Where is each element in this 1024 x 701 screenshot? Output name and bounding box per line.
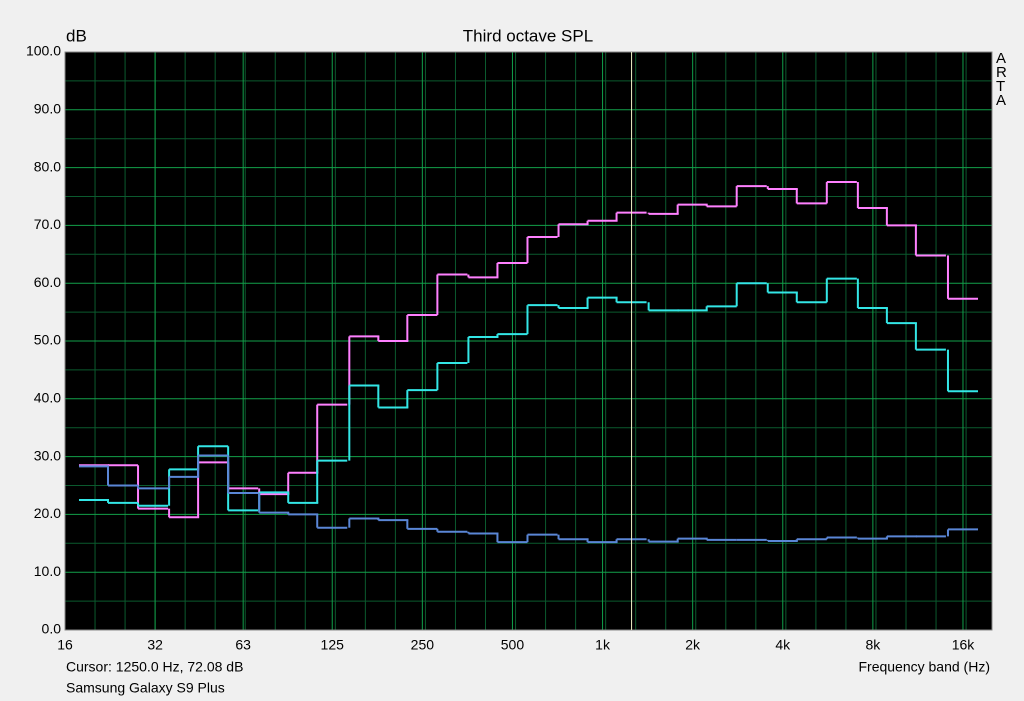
x-tick-label: 4k <box>775 637 791 653</box>
y-tick-label: 10.0 <box>34 563 61 579</box>
plot-border <box>64 51 993 631</box>
x-tick-label: 32 <box>147 637 163 653</box>
x-tick-label: 1k <box>595 637 611 653</box>
y-tick-label: 40.0 <box>34 390 61 406</box>
y-tick-label: 20.0 <box>34 505 61 521</box>
x-axis-label: Frequency band (Hz) <box>858 659 990 675</box>
y-tick-label: 60.0 <box>34 274 61 290</box>
y-tick-label: 30.0 <box>34 447 61 463</box>
y-tick-label: 90.0 <box>34 101 61 117</box>
x-tick-label: 250 <box>411 637 435 653</box>
y-tick-label: 0.0 <box>42 621 62 637</box>
x-tick-label: 63 <box>235 637 251 653</box>
chart-title: Third octave SPL <box>463 26 593 45</box>
x-tick-label: 125 <box>321 637 345 653</box>
cursor-readout: Cursor: 1250.0 Hz, 72.08 dB <box>66 659 243 675</box>
y-tick-label: 70.0 <box>34 216 61 232</box>
y-axis-label: dB <box>66 26 87 45</box>
x-tick-label: 16 <box>57 637 73 653</box>
y-tick-label: 80.0 <box>34 158 61 174</box>
x-tick-label: 8k <box>865 637 881 653</box>
x-tick-label: 2k <box>685 637 701 653</box>
x-tick-label: 500 <box>501 637 525 653</box>
y-tick-label: 50.0 <box>34 332 61 348</box>
x-tick-label: 16k <box>952 637 976 653</box>
y-tick-label: 100.0 <box>26 43 61 59</box>
side-label: ARTA <box>996 50 1007 109</box>
caption: Samsung Galaxy S9 Plus <box>66 680 225 696</box>
